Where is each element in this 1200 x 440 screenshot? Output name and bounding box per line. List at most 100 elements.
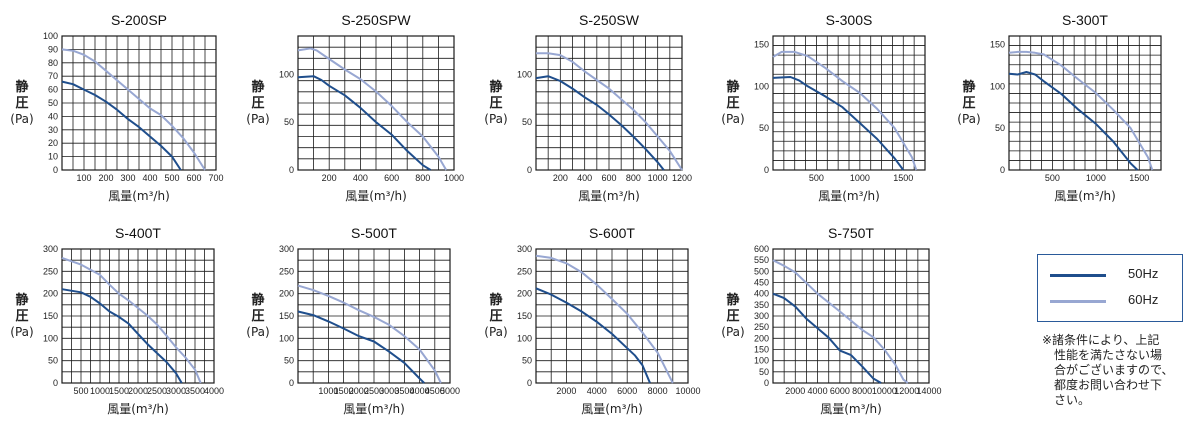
- y-tick-label: 200: [43, 289, 58, 299]
- chart-title: S-750T: [828, 225, 874, 241]
- x-tick-label: 1200: [672, 173, 692, 183]
- x-tick-label: 1500: [334, 386, 354, 396]
- x-axis-label: 風量(m³/h): [107, 402, 169, 416]
- y-tick-label: 200: [754, 333, 769, 343]
- y-tick-label: 50: [284, 117, 294, 127]
- x-tick-label: 400: [577, 173, 592, 183]
- y-axis-label: 圧: [489, 96, 502, 111]
- y-axis-label: 圧: [962, 96, 975, 111]
- x-tick-label: 4000: [587, 386, 607, 396]
- series-line-60hz: [536, 52, 683, 171]
- x-tick-label: 3000: [379, 386, 399, 396]
- y-tick-label: 150: [990, 39, 1005, 49]
- series-line-60hz: [772, 259, 909, 384]
- y-tick-label: 60: [48, 85, 58, 95]
- y-axis-label: (Pa): [246, 112, 269, 126]
- y-axis-label: 静: [726, 292, 739, 308]
- y-tick-label: 50: [48, 356, 58, 366]
- y-tick-label: 100: [43, 31, 58, 41]
- plot-frame: [61, 35, 217, 171]
- note-line: さい。: [1054, 393, 1091, 407]
- y-tick-label: 100: [43, 333, 58, 343]
- x-tick-label: 600: [186, 173, 201, 183]
- y-tick-label: 0: [527, 378, 532, 388]
- plot-frame: [297, 248, 451, 384]
- x-tick-label: 200: [553, 173, 568, 183]
- x-axis-label: 風量(m³/h): [345, 189, 407, 203]
- x-tick-label: 1500: [1129, 173, 1149, 183]
- x-tick-label: 4000: [808, 386, 828, 396]
- chart-s-300s: S-300S 0 50 100 150 500 1000 1500 静圧(Pa) 風量(m³/h): [721, 12, 926, 203]
- series-line-50hz: [535, 287, 651, 384]
- series-line-60hz: [297, 47, 448, 171]
- x-axis-label: 風量(m³/h): [578, 189, 640, 203]
- x-tick-label: 200: [98, 173, 113, 183]
- y-axis-label: (Pa): [10, 325, 33, 339]
- x-tick-label: 500: [1045, 173, 1060, 183]
- x-tick-label: 800: [415, 173, 430, 183]
- y-axis-label: (Pa): [484, 112, 507, 126]
- x-tick-label: 1000: [444, 173, 464, 183]
- chart-title: S-400T: [115, 225, 161, 241]
- x-tick-label: 600: [601, 173, 616, 183]
- chart-title: S-250SPW: [341, 12, 411, 28]
- y-tick-label: 40: [48, 111, 58, 121]
- y-axis-label: (Pa): [246, 325, 269, 339]
- chart-s-750t: S-750T0501001502002503003504004505005506…: [721, 225, 941, 416]
- plot-frame: [772, 248, 930, 384]
- y-axis-label: (Pa): [721, 112, 744, 126]
- x-tick-label: 3500: [394, 386, 414, 396]
- x-tick-label: 6000: [617, 386, 637, 396]
- y-axis-label: 圧: [251, 309, 264, 324]
- series-line-50hz: [772, 76, 905, 171]
- y-tick-label: 50: [48, 98, 58, 108]
- y-tick-label: 150: [754, 39, 769, 49]
- x-axis-label: 風量(m³/h): [581, 402, 643, 416]
- series-line-50hz: [61, 288, 183, 384]
- y-tick-label: 0: [1000, 165, 1005, 175]
- x-tick-label: 700: [208, 173, 223, 183]
- x-tick-label: 500: [164, 173, 179, 183]
- y-tick-label: 550: [754, 255, 769, 265]
- plot-frame: [61, 248, 215, 384]
- x-tick-label: 3000: [166, 386, 186, 396]
- x-tick-label: 4500: [425, 386, 445, 396]
- x-tick-label: 8000: [852, 386, 872, 396]
- series-line-60hz: [297, 284, 442, 384]
- chart-s-400t: S-400T 0 50 100 150 200 250 300 500 1000150020002…: [10, 225, 224, 416]
- y-axis-label: 圧: [726, 309, 739, 324]
- x-tick-label: 800: [626, 173, 641, 183]
- x-tick-label: 400: [353, 173, 368, 183]
- series-line-60hz: [61, 256, 202, 384]
- y-tick-label: 100: [990, 81, 1005, 91]
- y-tick-label: 250: [517, 266, 532, 276]
- note-line: 都度お問い合わせ下: [1054, 378, 1163, 392]
- legend-label-60hz: 60Hz: [1128, 292, 1159, 307]
- x-tick-label: 2500: [364, 386, 384, 396]
- plot-frame: [297, 35, 455, 171]
- y-tick-label: 0: [764, 165, 769, 175]
- plot-frame: [772, 35, 926, 171]
- x-tick-label: 14000: [916, 386, 941, 396]
- chart-s-600t: S-600T 0 50 100 150 200 250 300 2000 4000 6000 8000…: [484, 225, 700, 416]
- y-tick-label: 10: [48, 152, 58, 162]
- y-tick-label: 300: [517, 244, 532, 254]
- x-axis-label: 風量(m³/h): [818, 189, 880, 203]
- series-line-60hz: [535, 254, 674, 384]
- series-line-50hz: [61, 80, 182, 171]
- y-tick-label: 20: [48, 138, 58, 148]
- y-tick-label: 400: [754, 289, 769, 299]
- x-tick-label: 8000: [648, 386, 668, 396]
- y-tick-label: 50: [759, 123, 769, 133]
- chart-s-500t: S-500T 0 50 100 150 200 250 300 1000150020002500…: [246, 225, 460, 416]
- legend-item-50hz: 50Hz: [1050, 265, 1180, 285]
- legend-item-60hz: 60Hz: [1050, 291, 1180, 311]
- x-tick-label: 1000: [318, 386, 338, 396]
- y-axis-label: (Pa): [721, 325, 744, 339]
- x-axis-label: 風量(m³/h): [108, 189, 170, 203]
- y-tick-label: 70: [48, 71, 58, 81]
- legend-label-50hz: 50Hz: [1128, 266, 1159, 281]
- x-axis-label: 風量(m³/h): [1054, 189, 1116, 203]
- y-axis-label: 静: [15, 79, 28, 95]
- x-tick-label: 500: [809, 173, 824, 183]
